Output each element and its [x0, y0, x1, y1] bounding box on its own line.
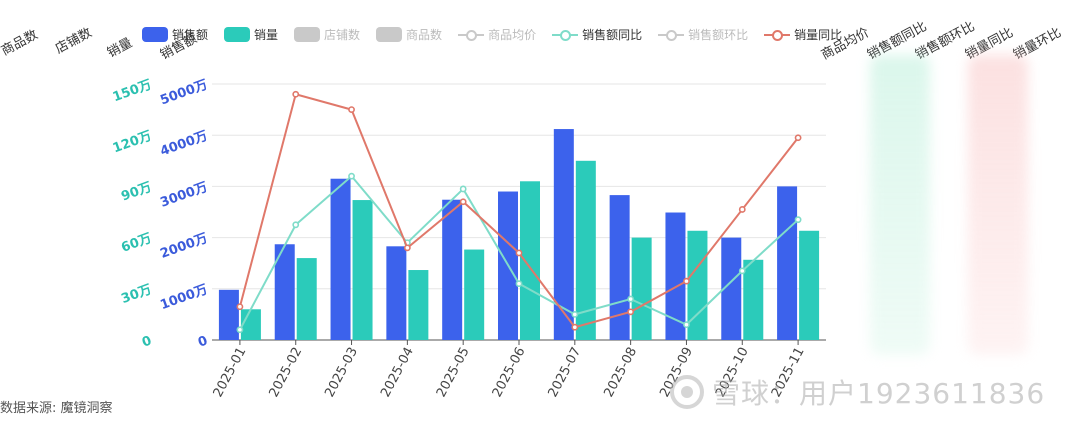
legend-item-0[interactable]: 销售额: [142, 26, 208, 43]
x-tick-label: 2025-05: [434, 345, 473, 400]
legend-swatch-icon: [142, 26, 168, 42]
blurred-table-red: [968, 55, 1028, 355]
sales-yoy-point: [348, 172, 355, 180]
volume-yoy-line: [238, 93, 799, 329]
bar-volume: [464, 249, 485, 340]
chart-legend[interactable]: 销售额 销量 店铺数 商品数 商品均价 销售额同比 销售额环比 销量同比: [142, 24, 842, 44]
bar-sales: [274, 244, 295, 340]
volume-yoy-point: [515, 249, 523, 257]
legend-line-marker-icon: [552, 27, 579, 42]
legend-item-4[interactable]: 商品均价: [458, 26, 536, 43]
bar-volume: [687, 230, 708, 340]
bar-volume: [631, 237, 652, 340]
legend-label: 销售额环比: [688, 27, 749, 42]
legend-swatch-icon: [224, 26, 251, 42]
legend-label: 店铺数: [324, 27, 361, 42]
y-right-tick-label: 60万: [119, 231, 153, 256]
x-tick-label: 2025-08: [601, 345, 640, 400]
x-tick-label: 2025-03: [322, 345, 361, 400]
watermark: 雪球：用户1923611836: [670, 372, 1045, 412]
legend-item-3[interactable]: 商品数: [376, 26, 442, 43]
x-tick-label: 2025-07: [546, 345, 585, 400]
y-right-tick-label: 30万: [119, 282, 153, 307]
volume-yoy-point: [459, 198, 467, 206]
bar-sales: [218, 289, 239, 340]
bar-volume: [296, 258, 317, 340]
bar-volume: [408, 270, 429, 340]
bar-volume: [575, 160, 596, 340]
bar-volume: [240, 309, 261, 340]
bar-sales: [721, 237, 742, 340]
legend-line-marker-icon: [458, 27, 485, 42]
sales-yoy-point: [794, 216, 802, 224]
legend-item-2[interactable]: 店铺数: [294, 26, 360, 43]
sales-yoy-point: [571, 310, 579, 318]
x-tick-label: 2025-06: [490, 345, 529, 400]
bar-sales: [609, 195, 630, 340]
bar-sales: [777, 186, 798, 340]
sales-yoy-point: [683, 321, 690, 329]
data-source-note: 数据来源: 魔镜洞察: [0, 401, 113, 416]
volume-yoy-point: [292, 90, 300, 98]
sales-yoy-point: [459, 185, 467, 193]
legend-label: 销售额同比: [582, 27, 643, 42]
volume-yoy-point: [571, 323, 579, 331]
y-right-tick-label: 150万: [111, 77, 154, 105]
bar-sales: [553, 129, 574, 340]
volume-yoy-point: [348, 106, 355, 113]
legend-item-7[interactable]: 销量同比: [764, 26, 842, 43]
sales-yoy-point: [627, 295, 635, 303]
legend-item-6[interactable]: 销售额环比: [658, 26, 748, 43]
volume-yoy-point: [738, 206, 746, 213]
bar-volume: [520, 181, 540, 340]
y-left-tick-label: 0: [196, 333, 210, 350]
y-right-tick-label: 90万: [119, 180, 153, 205]
x-tick-label: 2025-02: [267, 345, 306, 400]
legend-label: 商品数: [406, 27, 443, 42]
y-left-tick-label: 4000万: [158, 129, 209, 160]
volume-yoy-point: [794, 134, 802, 142]
legend-label: 销售额: [172, 27, 209, 42]
volume-yoy-point: [403, 244, 411, 252]
bar-sales: [330, 178, 351, 340]
bar-sales: [665, 212, 686, 340]
x-tick-label: 2025-01: [211, 345, 250, 400]
legend-label: 销量: [254, 27, 279, 42]
legend-line-marker-icon: [764, 27, 791, 42]
legend-item-1[interactable]: 销量: [224, 26, 278, 43]
volume-yoy-point: [683, 277, 690, 285]
y-left-tick-label: 2000万: [158, 231, 209, 262]
sales-yoy-point: [292, 221, 300, 229]
bar-sales: [386, 246, 407, 340]
y-left-tick-label: 5000万: [158, 77, 209, 108]
x-tick-label: 2025-04: [378, 345, 417, 400]
blurred-table-green: [870, 55, 930, 355]
bar-volume: [743, 259, 764, 340]
legend-swatch-icon: [376, 26, 403, 42]
legend-label: 销量同比: [794, 27, 843, 42]
volume-yoy-point: [236, 303, 244, 311]
sales-yoy-point: [236, 326, 244, 334]
legend-swatch-icon: [294, 26, 321, 42]
sales-yoy-point: [515, 280, 523, 288]
sales-yoy-point: [738, 267, 746, 275]
snowball-logo-icon: [670, 375, 704, 409]
watermark-text: 雪球：用户1923611836: [712, 377, 1046, 410]
y-left-tick-label: 3000万: [158, 180, 209, 211]
y-right-tick-label: 0: [140, 333, 154, 350]
volume-yoy-point: [627, 308, 635, 316]
y-right-tick-label: 120万: [111, 129, 154, 157]
legend-line-marker-icon: [658, 27, 685, 42]
bar-volume: [799, 230, 820, 340]
y-left-tick-label: 1000万: [158, 282, 209, 313]
bar-sales: [442, 199, 463, 340]
legend-item-5[interactable]: 销售额同比: [552, 26, 642, 43]
bar-volume: [352, 200, 373, 340]
legend-label: 商品均价: [488, 27, 537, 42]
